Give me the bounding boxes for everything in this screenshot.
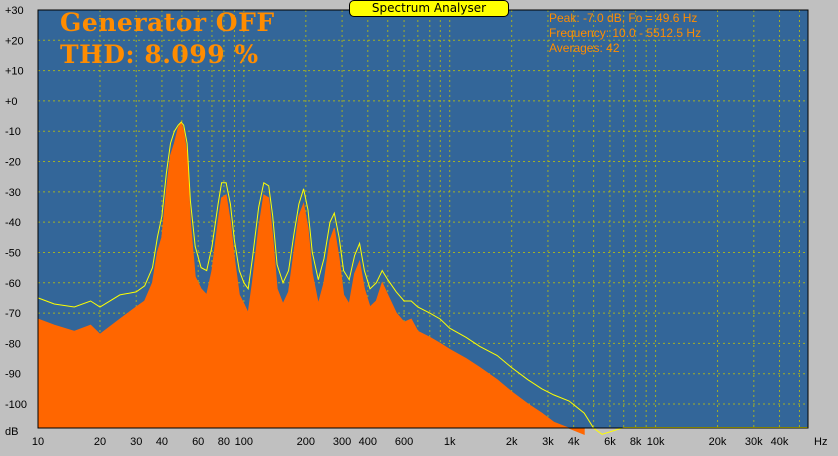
x-tick-label: 200 bbox=[297, 436, 315, 448]
y-axis-ticks: +30 +20 +10 +0 -10 -20 -30 -40 -50 -60 -70 -80 -90 -1… bbox=[5, 5, 27, 411]
averages-readout: Averages: 42 bbox=[549, 41, 620, 55]
y-tick-label: -90 bbox=[5, 369, 21, 381]
peak-hold-line bbox=[37, 121, 808, 435]
x-tick-label: 30k bbox=[745, 436, 763, 448]
y-tick-label: -30 bbox=[5, 187, 21, 199]
y-unit-label: dB bbox=[5, 426, 18, 438]
frequency-range-readout: Frequency: 10.0 - 5512.5 Hz bbox=[549, 26, 702, 40]
x-tick-label: 20 bbox=[94, 436, 106, 448]
y-tick-label: -80 bbox=[5, 338, 21, 350]
x-tick-label: 2k bbox=[506, 436, 518, 448]
y-tick-label: -100 bbox=[5, 399, 27, 411]
x-tick-label: 40k bbox=[771, 436, 789, 448]
y-tick-label: +0 bbox=[5, 96, 18, 108]
x-tick-label: 100 bbox=[235, 436, 253, 448]
x-tick-label: 10k bbox=[647, 436, 665, 448]
x-tick-label: 10 bbox=[32, 436, 44, 448]
x-tick-label: 30 bbox=[130, 436, 142, 448]
thd-readout: THD: 8.099 % bbox=[60, 40, 259, 69]
x-tick-label: 1k bbox=[444, 436, 456, 448]
x-tick-label: 8k bbox=[630, 436, 642, 448]
x-tick-label: 60 bbox=[192, 436, 204, 448]
x-tick-label: 600 bbox=[395, 436, 413, 448]
peak-readout: Peak: -7.0 dB, Fo = 49.6 Hz bbox=[549, 11, 698, 25]
y-tick-label: -60 bbox=[5, 278, 21, 290]
y-tick-label: +10 bbox=[5, 66, 24, 78]
x-tick-label: 3k bbox=[542, 436, 554, 448]
x-tick-label: 40 bbox=[156, 436, 168, 448]
x-tick-label: 300 bbox=[333, 436, 351, 448]
y-tick-label: +30 bbox=[5, 5, 24, 17]
y-tick-label: +20 bbox=[5, 35, 24, 47]
generator-status: Generator OFF bbox=[60, 8, 275, 37]
window-title[interactable]: Spectrum Analyser bbox=[349, 0, 509, 17]
x-tick-label: 4k bbox=[568, 436, 580, 448]
y-tick-label: -10 bbox=[5, 126, 21, 138]
x-tick-label: 400 bbox=[359, 436, 377, 448]
y-tick-label: -20 bbox=[5, 157, 21, 169]
x-tick-label: 20k bbox=[709, 436, 727, 448]
x-unit-label: Hz bbox=[814, 436, 827, 448]
x-axis-ticks: 10 20 30 40 60 80 100 200 300 400 600 1k 2k 3k 4k 6k 8k 1… bbox=[32, 436, 789, 448]
x-tick-label: 80 bbox=[218, 436, 230, 448]
y-tick-label: -70 bbox=[5, 308, 21, 320]
series-layer bbox=[37, 120, 808, 436]
y-tick-label: -50 bbox=[5, 247, 21, 259]
y-tick-label: -40 bbox=[5, 217, 21, 229]
x-tick-label: 6k bbox=[604, 436, 616, 448]
spectrum-area bbox=[37, 120, 585, 436]
